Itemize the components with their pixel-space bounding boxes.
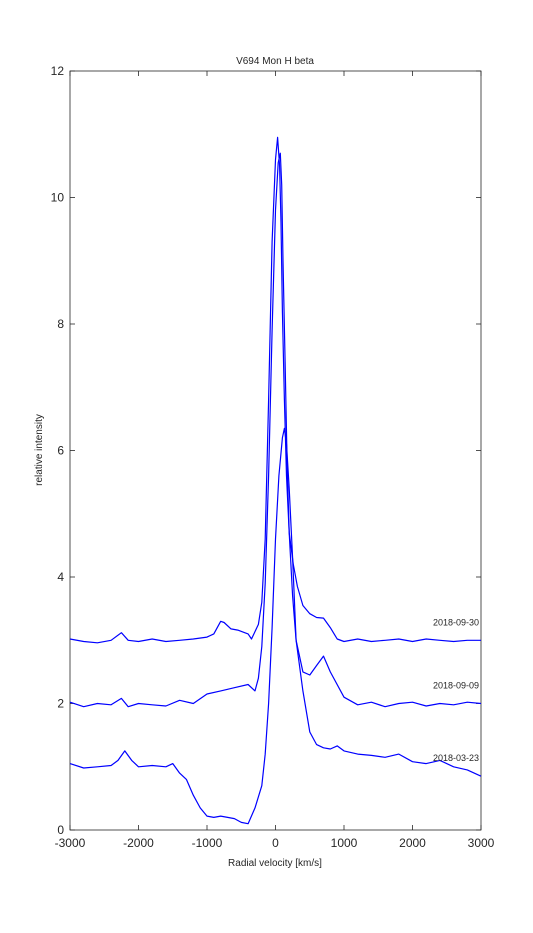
x-tick-label: -3000 bbox=[55, 836, 86, 850]
x-tick-label: 2000 bbox=[399, 836, 426, 850]
y-axis-label: relative intensity bbox=[34, 414, 45, 486]
axis-ticks: -3000 -2000 -1000 0 1000 2000 3000 0 2 4 6 8 10 12 bbox=[51, 64, 495, 850]
y-tick-label: 2 bbox=[57, 697, 64, 711]
x-tick-label: 0 bbox=[272, 836, 279, 850]
series-label-2018-09-30: 2018-09-30 bbox=[433, 617, 479, 627]
x-tick-label: 1000 bbox=[331, 836, 358, 850]
chart-title: V694 Mon H beta bbox=[236, 56, 314, 67]
series-layer bbox=[69, 136, 482, 825]
series-line-2018-09-30 bbox=[69, 136, 481, 644]
x-axis-label: Radial velocity [km/s] bbox=[228, 858, 322, 869]
series-label-2018-03-23: 2018-03-23 bbox=[433, 753, 479, 763]
series-line-2018-09-09 bbox=[69, 152, 482, 708]
x-tick-label: -1000 bbox=[192, 836, 223, 850]
series-line-2018-03-23 bbox=[69, 427, 482, 825]
x-tick-label: 3000 bbox=[468, 836, 495, 850]
y-tick-label: 0 bbox=[57, 823, 64, 837]
y-tick-label: 12 bbox=[51, 64, 65, 78]
y-tick-label: 6 bbox=[57, 444, 64, 458]
series-label-2018-09-09: 2018-09-09 bbox=[433, 681, 479, 691]
series-labels: 2018-09-30 2018-09-09 2018-03-23 bbox=[433, 617, 479, 763]
y-tick-label: 4 bbox=[57, 570, 64, 584]
y-tick-label: 8 bbox=[57, 317, 64, 331]
x-tick-label: -2000 bbox=[123, 836, 154, 850]
y-tick-label: 10 bbox=[51, 191, 65, 205]
